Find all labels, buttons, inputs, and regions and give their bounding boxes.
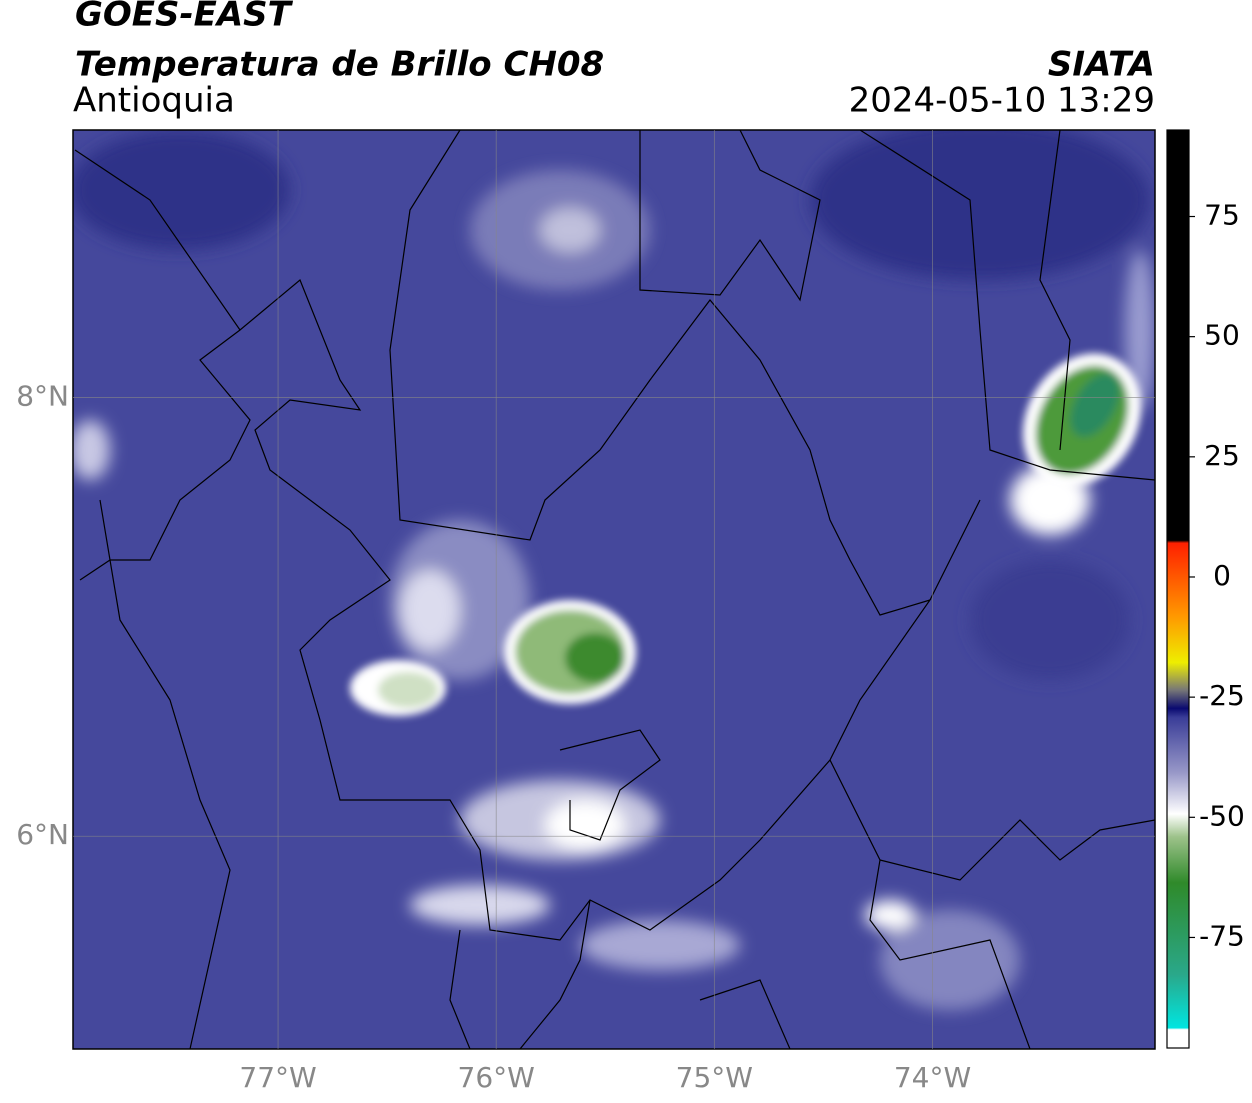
colorbar-tick-label: -75 xyxy=(1199,919,1245,952)
colorbar-tick-label: -50 xyxy=(1199,799,1245,832)
borders xyxy=(74,130,1155,1049)
x-tick-label: 75°W xyxy=(676,1061,753,1094)
colorbar xyxy=(1166,129,1190,1049)
timestamp: 2024-05-10 13:29 xyxy=(849,81,1155,121)
cold-tops xyxy=(350,353,1142,716)
colorbar-tick-label: -25 xyxy=(1199,679,1245,712)
colorbar-tick-label: 75 xyxy=(1204,199,1240,232)
map-frame xyxy=(72,129,1156,1050)
map-image xyxy=(73,130,1155,1049)
source: SIATA xyxy=(1048,45,1155,85)
colorbar-tick-label: 25 xyxy=(1204,439,1240,472)
y-tick-label: 8°N xyxy=(16,380,69,413)
colorbar-tick-label: 0 xyxy=(1213,559,1231,592)
y-tick-label: 6°N xyxy=(16,818,69,851)
x-tick-label: 77°W xyxy=(239,1061,316,1094)
x-tick-label: 74°W xyxy=(894,1061,971,1094)
colorbar-tick-label: 50 xyxy=(1204,319,1240,352)
x-tick-label: 76°W xyxy=(458,1061,535,1094)
region: Antioquia xyxy=(73,81,235,121)
title: GOES-EAST xyxy=(75,0,294,35)
subtitle: Temperatura de Brillo CH08 xyxy=(75,45,604,85)
cloud-field xyxy=(73,130,1155,1010)
